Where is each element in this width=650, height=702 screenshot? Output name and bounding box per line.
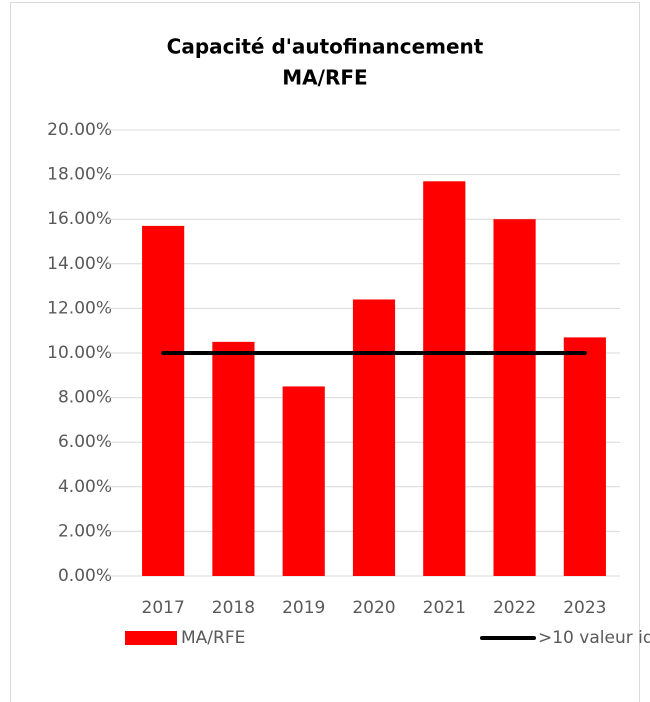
y-tick-label: 12.00% <box>47 298 112 318</box>
x-tick-label: 2020 <box>352 598 395 618</box>
y-tick-label: 18.00% <box>47 165 112 185</box>
chart-title: Capacité d'autofinancement <box>167 35 484 59</box>
x-tick-label: 2021 <box>423 598 466 618</box>
bar <box>282 386 325 576</box>
legend-label: >10 valeur idéale <box>538 628 650 648</box>
y-tick-label: 8.00% <box>58 388 112 408</box>
y-tick-label: 4.00% <box>58 477 112 497</box>
y-tick-label: 10.00% <box>47 343 112 363</box>
bar <box>142 225 185 576</box>
y-tick-label: 16.00% <box>47 209 112 229</box>
y-tick-label: 6.00% <box>58 432 112 452</box>
x-tick-label: 2023 <box>563 598 606 618</box>
chart-title: MA/RFE <box>282 66 367 90</box>
bar <box>423 181 466 577</box>
legend-label: MA/RFE <box>181 628 245 648</box>
x-tick-label: 2017 <box>142 598 185 618</box>
x-tick-label: 2019 <box>282 598 325 618</box>
chart-border <box>10 2 640 702</box>
x-tick-label: 2018 <box>212 598 255 618</box>
bar <box>352 299 396 576</box>
y-tick-label: 0.00% <box>58 566 112 586</box>
x-tick-label: 2022 <box>493 598 536 618</box>
y-tick-label: 20.00% <box>47 120 112 140</box>
bar <box>212 341 255 576</box>
y-tick-label: 14.00% <box>47 254 112 274</box>
bar <box>563 337 606 576</box>
bar <box>493 219 536 576</box>
legend-swatch <box>125 631 177 645</box>
y-tick-label: 2.00% <box>58 521 112 541</box>
